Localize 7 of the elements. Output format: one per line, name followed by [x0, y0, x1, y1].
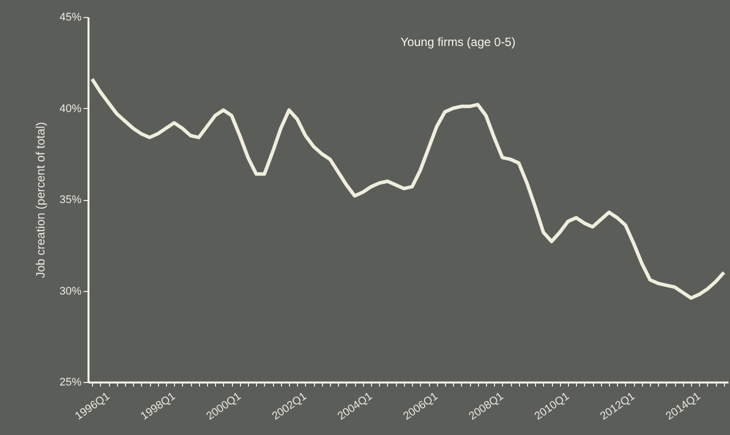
annotation: Young firms (age 0-5): [400, 35, 516, 49]
y-tick-label: 35%: [59, 194, 82, 206]
y-axis-title: Job creation (percent of total): [33, 122, 48, 278]
y-tick-label: 40%: [59, 102, 82, 115]
y-tick-label: 25%: [59, 376, 82, 388]
y-tick-label: 45%: [59, 12, 82, 24]
y-tick-label: 30%: [59, 285, 82, 298]
